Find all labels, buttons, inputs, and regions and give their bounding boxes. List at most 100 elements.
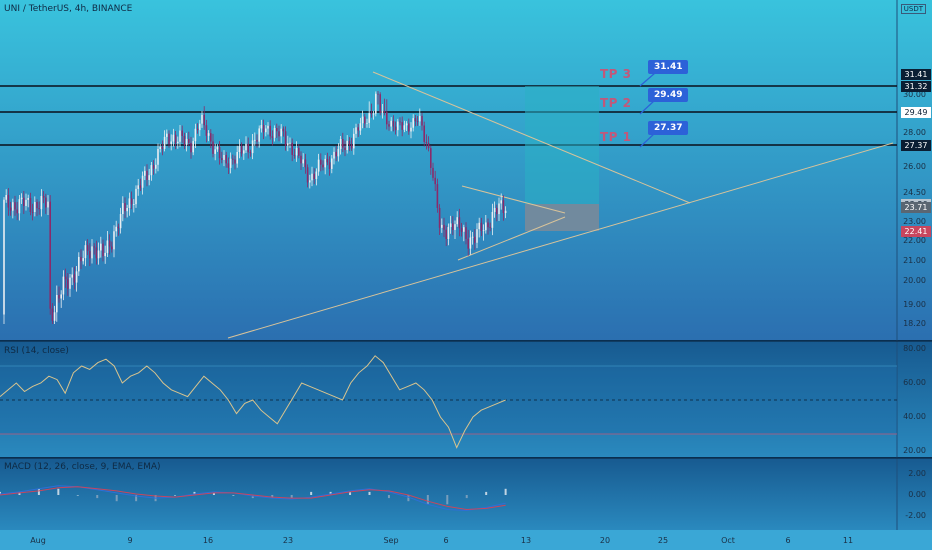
candle-body <box>346 140 348 151</box>
candle-body <box>78 256 80 272</box>
candle-body <box>273 128 276 138</box>
candle-body <box>62 276 65 295</box>
candle-body <box>328 162 331 169</box>
macd-histogram-bar <box>76 495 79 496</box>
macd-histogram-bar <box>193 491 196 495</box>
price-tick-label: 28.00 <box>903 128 926 137</box>
date-tick-label: 11 <box>842 536 854 545</box>
date-tick-label: 20 <box>599 536 611 545</box>
candle-body <box>348 140 351 145</box>
candle-body <box>223 154 225 160</box>
candle-body <box>12 202 14 211</box>
currency-label: USDT <box>900 4 926 14</box>
date-axis-bg <box>0 530 932 550</box>
macd-histogram-bar <box>212 491 215 495</box>
candle-body <box>29 198 32 213</box>
candle-body <box>18 199 21 214</box>
candle-body <box>161 146 164 149</box>
macd-tick-label: 2.00 <box>908 469 926 479</box>
candle-body <box>449 223 452 228</box>
candle-body <box>298 147 300 156</box>
candle-body <box>128 198 131 209</box>
candle-body <box>339 139 342 149</box>
candle-body <box>135 188 137 205</box>
candle-body <box>317 159 320 172</box>
candle-body <box>262 125 265 133</box>
candle-body <box>436 184 439 208</box>
candle-body <box>238 146 241 153</box>
rsi-tick-label: 60.00 <box>903 378 926 387</box>
candle-body <box>357 127 359 131</box>
macd-histogram-bar <box>290 495 293 499</box>
price-tick-label: 24.50 <box>903 188 926 197</box>
candle-body <box>324 158 326 168</box>
candle-body <box>478 222 480 230</box>
candle-body <box>150 165 153 176</box>
candle-body <box>34 202 36 213</box>
candle-body <box>69 277 71 289</box>
candle-body <box>100 243 102 251</box>
candle-body <box>102 243 104 257</box>
candle-body <box>361 116 364 124</box>
tp1-callout[interactable]: 27.37 <box>648 121 689 135</box>
candle-body <box>199 123 201 131</box>
tp2-callout[interactable]: 29.49 <box>648 88 689 102</box>
price-tick-label: 21.00 <box>903 256 926 265</box>
candle-body <box>293 154 296 156</box>
date-tick-label: 16 <box>202 536 214 545</box>
candle-body <box>122 203 124 215</box>
candle-body <box>403 125 406 130</box>
macd-histogram-bar <box>135 495 138 502</box>
callout-pointer <box>639 99 656 115</box>
candle-body <box>225 154 227 164</box>
candle-body <box>258 128 260 142</box>
candle-body <box>414 118 417 122</box>
candle-body <box>269 125 271 137</box>
tp3-callout[interactable]: 31.41 <box>648 60 689 74</box>
candle-body <box>192 141 194 153</box>
candle-body <box>168 133 170 145</box>
candle-body <box>487 222 489 228</box>
candle-body <box>493 207 496 212</box>
target-zone <box>525 86 599 204</box>
date-tick-label: 25 <box>657 536 669 545</box>
candle-body <box>163 136 166 149</box>
candle-body <box>7 195 10 208</box>
macd-label: MACD (12, 26, close, 9, EMA, EMA) <box>4 462 161 472</box>
candle-body <box>390 120 392 127</box>
candle-body <box>146 170 148 180</box>
candle-body <box>445 229 447 239</box>
macd-histogram-bar <box>387 495 390 499</box>
candle-body <box>113 231 115 250</box>
macd-histogram-bar <box>407 495 410 502</box>
candle-body <box>89 251 91 259</box>
candle-body <box>251 140 254 154</box>
candle-body <box>289 142 291 144</box>
candle-body <box>27 198 29 200</box>
rsi-tick-label: 40.00 <box>903 412 926 421</box>
candle-body <box>249 152 252 154</box>
candle-body <box>45 197 47 208</box>
candle-body <box>471 236 474 238</box>
candle-body <box>108 240 111 247</box>
date-tick-label: 9 <box>127 536 133 545</box>
price-tick-label: 22.00 <box>903 236 926 245</box>
candle-body <box>379 94 381 113</box>
candle-body <box>14 202 16 210</box>
candle-body <box>56 294 58 313</box>
price-tick-label: 19.00 <box>903 300 926 309</box>
candle-body <box>410 127 412 132</box>
candle-body <box>502 200 505 214</box>
candle-body <box>214 149 216 154</box>
candle-body <box>408 123 410 132</box>
candle-body <box>333 151 335 159</box>
candle-body <box>284 131 287 146</box>
triangle-lower-line <box>457 216 566 261</box>
macd-histogram-bar <box>18 491 21 495</box>
candle-body <box>463 227 465 232</box>
date-tick-label: 23 <box>282 536 294 545</box>
candle-body <box>91 246 93 259</box>
macd-histogram-bar <box>115 495 118 502</box>
candle-body <box>482 230 485 232</box>
